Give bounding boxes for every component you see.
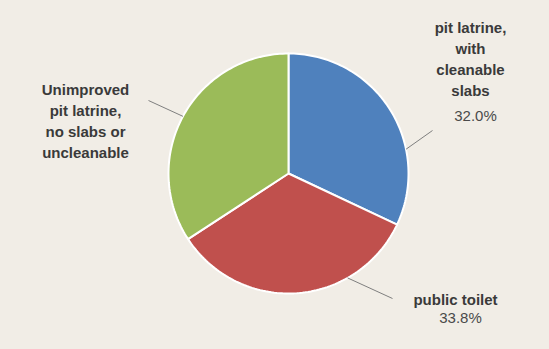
svg-text:33.8%: 33.8% bbox=[439, 309, 482, 326]
svg-text:Unimprovedpit latrine,no slabs: Unimprovedpit latrine,no slabs orunclean… bbox=[42, 81, 130, 161]
svg-text:32.0%: 32.0% bbox=[454, 107, 497, 124]
svg-text:pit latrine,withcleanableslabs: pit latrine,withcleanableslabs bbox=[435, 19, 507, 99]
svg-text:public toilet: public toilet bbox=[413, 291, 497, 308]
